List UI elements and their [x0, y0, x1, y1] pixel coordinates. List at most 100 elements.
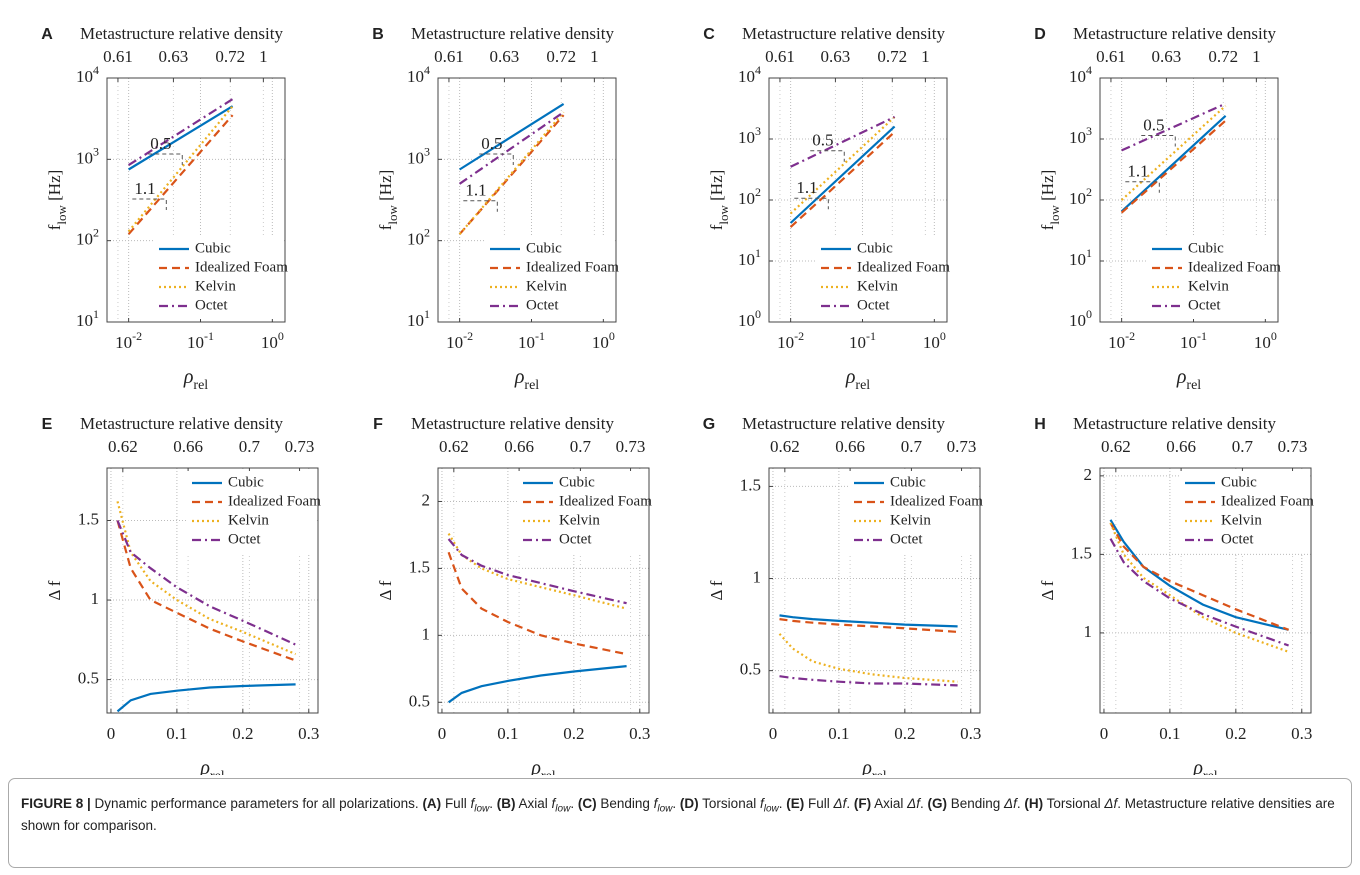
text-part: 10 — [738, 67, 755, 86]
slope-label: 0.5 — [150, 134, 171, 153]
caption-text: Torsional — [698, 796, 760, 811]
text-part: ρ — [1176, 366, 1187, 388]
legend-label: Cubic — [890, 474, 926, 490]
text-part: 10 — [1069, 311, 1086, 330]
text-part: 1.5 — [1071, 543, 1092, 562]
legend-label: Idealized Foam — [559, 493, 652, 509]
text-part: 10 — [518, 333, 535, 352]
y-tick-label: 102 — [738, 185, 761, 208]
text-part: 1 — [93, 307, 99, 321]
series-line — [1109, 519, 1289, 631]
text-part: [Hz] — [376, 170, 395, 205]
text-part: low — [1047, 205, 1062, 225]
text-part: 0 — [609, 329, 615, 343]
x-tick-label: 0.2 — [1225, 724, 1246, 743]
text-part: 0.61 — [434, 47, 464, 66]
text-part: 1.5 — [409, 557, 430, 576]
series-line — [1109, 522, 1289, 631]
slope-label: 0.5 — [1143, 115, 1164, 134]
text-part: 10 — [187, 333, 204, 352]
legend-box — [848, 471, 978, 553]
text-part: 0.1 — [497, 724, 518, 743]
text-part: 0.73 — [616, 437, 646, 456]
slope-label: 1.1 — [134, 179, 155, 198]
text-part: low — [54, 205, 69, 225]
text-part: 0.62 — [1101, 437, 1131, 456]
y-tick-label: 1.5 — [740, 475, 761, 494]
text-part: 10 — [777, 333, 794, 352]
y-tick-label: 104 — [76, 63, 99, 86]
legend-label: Kelvin — [857, 278, 898, 294]
caption-text: Torsional — [1043, 796, 1105, 811]
y-tick-label: 1.5 — [78, 509, 99, 528]
caption-text: Δf — [1004, 796, 1017, 811]
text-part: -2 — [794, 329, 804, 343]
x-tick-label: 0 — [438, 724, 447, 743]
text-part: 0 — [755, 307, 761, 321]
y-axis-title: Δ f — [376, 580, 395, 600]
text-part: 10 — [407, 311, 424, 330]
text-part: ρ — [845, 366, 856, 388]
caption-text: f — [551, 796, 556, 811]
series-line — [778, 633, 958, 683]
text-part: 1 — [1252, 47, 1261, 66]
series-line — [459, 102, 565, 171]
x-tick-label: 10-1 — [518, 329, 545, 352]
x2-tick-label: 0.7 — [901, 437, 923, 456]
text-part: 2 — [424, 225, 430, 239]
text-part: 10 — [738, 250, 755, 269]
text-part: 4 — [755, 63, 761, 77]
x-axis-title: ρrel — [1192, 757, 1217, 775]
series-line — [1121, 102, 1227, 152]
caption-text: (C) — [577, 796, 597, 811]
text-part: rel — [1203, 769, 1218, 775]
y-tick-label: 103 — [1069, 124, 1092, 147]
legend-label: Octet — [857, 297, 890, 313]
text-part: 10 — [76, 67, 93, 86]
x-axis-title: ρrel — [845, 366, 870, 393]
x2-tick-label: 0.61 — [434, 47, 464, 66]
x2-tick-label: 0.63 — [1152, 47, 1182, 66]
x-axis-title: ρrel — [861, 757, 886, 775]
series-line — [116, 683, 296, 713]
x2-tick-label: 0.72 — [215, 47, 245, 66]
y-tick-label: 104 — [738, 63, 761, 86]
legend-label: Octet — [195, 297, 228, 313]
legend-box — [815, 237, 945, 319]
legend-label: Octet — [559, 531, 592, 547]
x-tick-label: 10-1 — [187, 329, 214, 352]
x2-tick-label: 0.7 — [1232, 437, 1254, 456]
x2-tick-label: 0.63 — [821, 47, 851, 66]
text-part: 10 — [923, 333, 940, 352]
caption-text: . Metastructure relative densities are s… — [21, 796, 1339, 833]
x2-tick-label: 0.72 — [546, 47, 576, 66]
plot-frame — [1099, 467, 1312, 714]
text-part: 4 — [93, 63, 99, 77]
legend-label: Idealized Foam — [228, 493, 321, 509]
slope-label: 1.1 — [1127, 162, 1148, 181]
text-part: -1 — [204, 329, 214, 343]
x2-axis-title: Metastructure relative density — [80, 24, 283, 43]
plot-frame — [106, 77, 286, 323]
legend-label: Kelvin — [526, 278, 567, 294]
text-part: f — [1038, 224, 1057, 230]
text-part: -2 — [463, 329, 473, 343]
x2-axis-title: Metastructure relative density — [80, 414, 283, 433]
text-part: 0.2 — [894, 724, 915, 743]
series-line — [128, 105, 234, 171]
caption-text: Full — [441, 796, 471, 811]
legend-label: Idealized Foam — [1188, 259, 1281, 275]
figure-caption: FIGURE 8 | Dynamic performance parameter… — [8, 778, 1352, 868]
text-part: 2 — [1086, 185, 1092, 199]
y-tick-label: 0.5 — [740, 660, 761, 679]
x2-tick-label: 0.66 — [173, 437, 203, 456]
y-tick-label: 1 — [1084, 622, 1093, 641]
text-part: 3 — [755, 124, 761, 138]
series-line — [458, 111, 565, 185]
text-part: 1 — [590, 47, 599, 66]
y-tick-label: 104 — [1069, 63, 1092, 86]
text-part: 0.63 — [159, 47, 189, 66]
x2-tick-label: 0.62 — [439, 437, 469, 456]
text-part: 0.5 — [78, 668, 99, 687]
text-part: 10 — [738, 128, 755, 147]
